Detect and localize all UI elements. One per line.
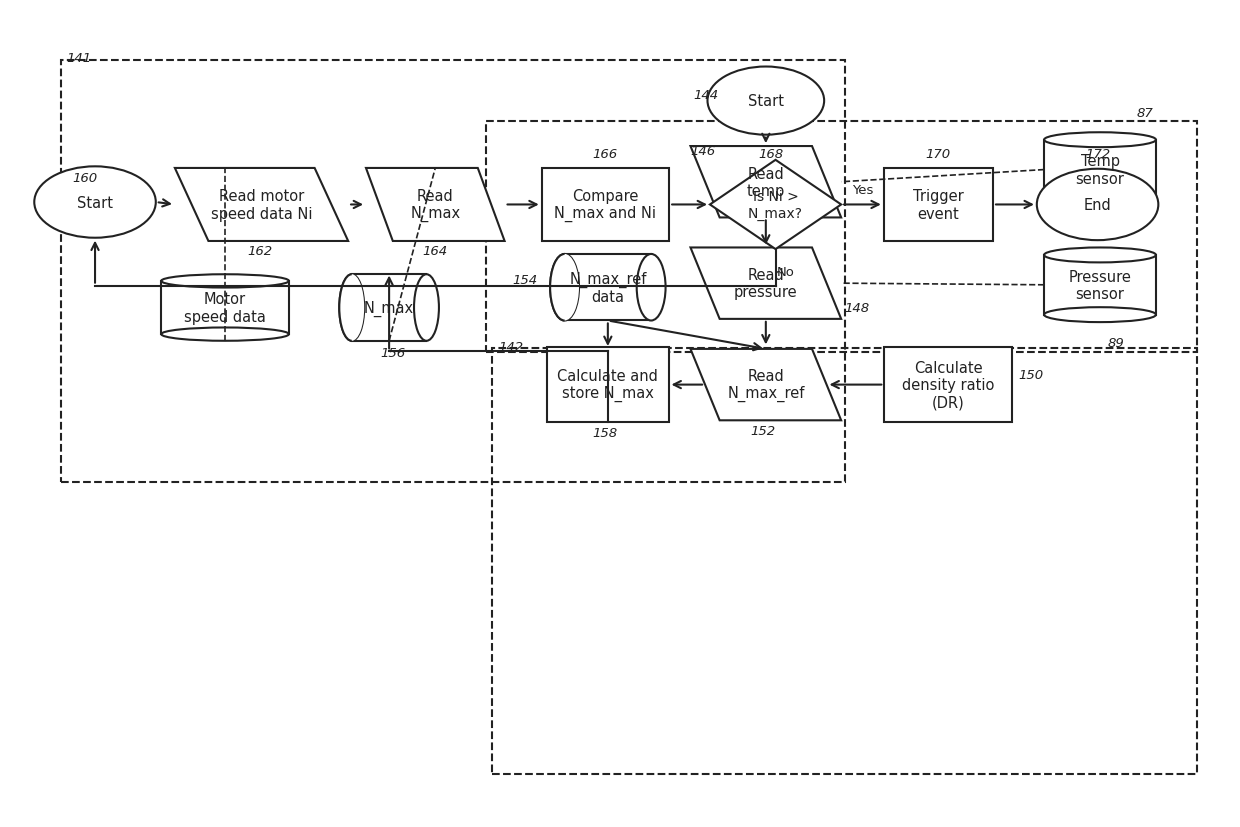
- Bar: [161, 281, 289, 335]
- Ellipse shape: [1044, 193, 1156, 208]
- Bar: [61, 61, 844, 482]
- Ellipse shape: [551, 255, 579, 321]
- Text: 156: 156: [381, 347, 405, 360]
- Ellipse shape: [340, 275, 365, 342]
- Ellipse shape: [35, 167, 156, 238]
- Text: Read
N_max: Read N_max: [410, 189, 460, 222]
- Bar: [564, 255, 651, 321]
- Text: No: No: [776, 266, 794, 279]
- Ellipse shape: [161, 275, 289, 288]
- Bar: [884, 348, 1012, 423]
- Polygon shape: [711, 160, 841, 250]
- Text: Temp
sensor: Temp sensor: [1075, 154, 1125, 187]
- Text: 158: 158: [593, 427, 618, 439]
- Ellipse shape: [708, 68, 825, 136]
- Ellipse shape: [551, 255, 579, 321]
- Ellipse shape: [1044, 133, 1156, 148]
- Text: 141: 141: [67, 52, 92, 65]
- Text: 87: 87: [1137, 108, 1153, 120]
- Ellipse shape: [414, 275, 439, 342]
- Text: 172: 172: [1085, 148, 1110, 160]
- Ellipse shape: [1044, 308, 1156, 323]
- Bar: [884, 169, 993, 241]
- Text: 142: 142: [498, 341, 523, 353]
- Text: 150: 150: [1018, 368, 1043, 381]
- Bar: [486, 122, 1197, 352]
- Ellipse shape: [340, 275, 365, 342]
- Text: Read
N_max_ref: Read N_max_ref: [727, 368, 805, 402]
- Text: Start: Start: [77, 195, 113, 210]
- Bar: [1044, 141, 1156, 200]
- Text: 170: 170: [926, 148, 951, 160]
- Ellipse shape: [1044, 248, 1156, 263]
- Text: Trigger
event: Trigger event: [913, 189, 963, 222]
- Bar: [542, 169, 670, 241]
- Text: 154: 154: [512, 273, 538, 286]
- Text: N_max_ref
data: N_max_ref data: [569, 271, 646, 304]
- Text: Start: Start: [748, 94, 784, 109]
- Text: Yes: Yes: [852, 184, 874, 197]
- Text: 152: 152: [751, 425, 776, 437]
- Polygon shape: [691, 147, 841, 218]
- Ellipse shape: [161, 328, 289, 342]
- Text: Is Ni >
N_max?: Is Ni > N_max?: [748, 190, 804, 220]
- Bar: [492, 349, 1197, 774]
- Text: 148: 148: [844, 302, 869, 314]
- Polygon shape: [366, 169, 505, 241]
- Text: 160: 160: [73, 172, 98, 185]
- Text: End: End: [1084, 198, 1111, 213]
- Text: N_max: N_max: [365, 300, 414, 316]
- Text: Calculate and
store N_max: Calculate and store N_max: [558, 368, 658, 402]
- Text: 89: 89: [1107, 337, 1125, 350]
- Text: Read
pressure: Read pressure: [734, 268, 797, 300]
- Polygon shape: [175, 169, 348, 241]
- Text: Motor
speed data: Motor speed data: [184, 292, 267, 324]
- Polygon shape: [691, 350, 841, 421]
- Text: 144: 144: [693, 89, 719, 103]
- Bar: [547, 348, 668, 423]
- Bar: [1044, 256, 1156, 315]
- Ellipse shape: [636, 255, 666, 321]
- Text: Pressure
sensor: Pressure sensor: [1069, 270, 1131, 302]
- Text: Read
temp: Read temp: [746, 166, 785, 198]
- Bar: [352, 275, 427, 342]
- Text: 166: 166: [593, 148, 618, 160]
- Text: Calculate
density ratio
(DR): Calculate density ratio (DR): [901, 361, 994, 410]
- Text: 164: 164: [423, 245, 448, 258]
- Text: 146: 146: [691, 145, 715, 157]
- Text: Read motor
speed data Ni: Read motor speed data Ni: [211, 189, 312, 222]
- Text: Compare
N_max and Ni: Compare N_max and Ni: [554, 189, 656, 222]
- Text: 162: 162: [248, 245, 273, 258]
- Ellipse shape: [1037, 170, 1158, 241]
- Polygon shape: [691, 248, 841, 319]
- Text: 168: 168: [758, 148, 784, 160]
